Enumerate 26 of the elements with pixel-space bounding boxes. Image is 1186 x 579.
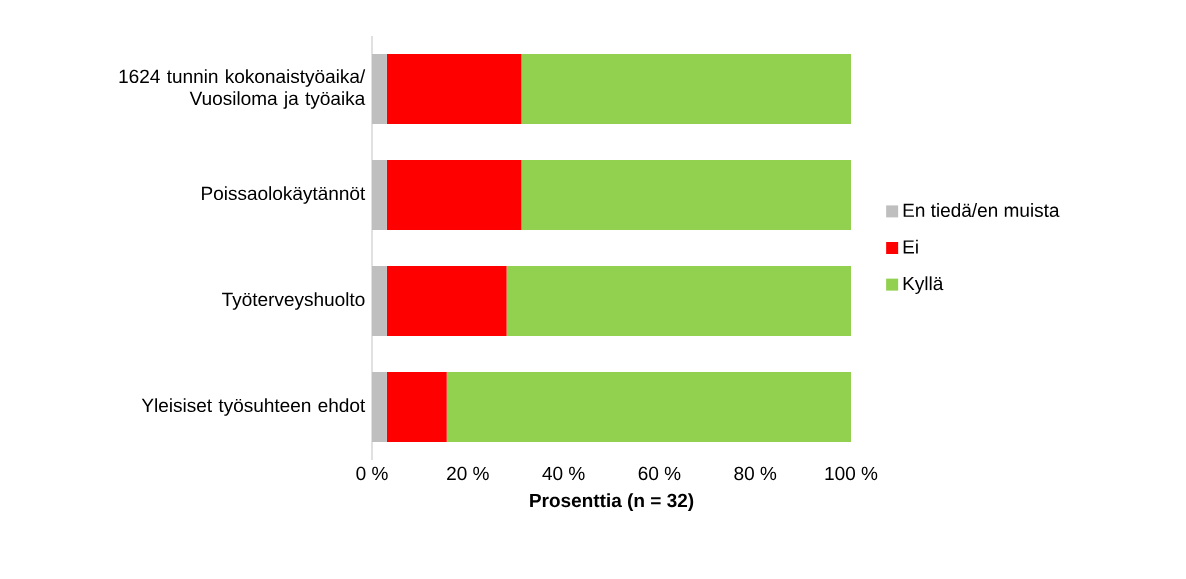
- bar: [386, 266, 507, 336]
- bar: [386, 372, 447, 443]
- bar: [372, 266, 387, 336]
- x-tick-label: 20 %: [447, 466, 489, 481]
- x-axis-title: Prosenttia (n = 32): [530, 493, 694, 511]
- x-tick-label: 0 %: [356, 466, 388, 481]
- bar: [372, 372, 387, 443]
- bar: [386, 160, 522, 231]
- legend-label: Ei: [903, 239, 918, 254]
- y-tick-label: Työterveyshuolto: [222, 292, 365, 310]
- bar: [446, 372, 852, 443]
- legend-label: En tiedä/en muista: [903, 203, 1060, 218]
- bar: [372, 54, 387, 124]
- x-tick-label: 60 %: [638, 466, 681, 481]
- y-tick-label: Yleisiset työsuhteen ehdot: [141, 398, 366, 416]
- bar: [386, 54, 522, 124]
- y-tick-label: 1624 tunnin kokonaistyöaika/ Vuosiloma ja työaika: [119, 69, 366, 109]
- x-tick-label: 80 %: [734, 466, 777, 481]
- x-tick-label: 100 %: [825, 466, 878, 481]
- bar: [521, 160, 852, 231]
- legend-label: Kyllä: [903, 276, 944, 295]
- bar: [372, 160, 387, 231]
- bar: [506, 266, 852, 336]
- bar: [521, 54, 852, 124]
- y-tick-label: Poissaolokäytännöt: [202, 186, 366, 204]
- x-tick-label: 40 %: [542, 466, 585, 481]
